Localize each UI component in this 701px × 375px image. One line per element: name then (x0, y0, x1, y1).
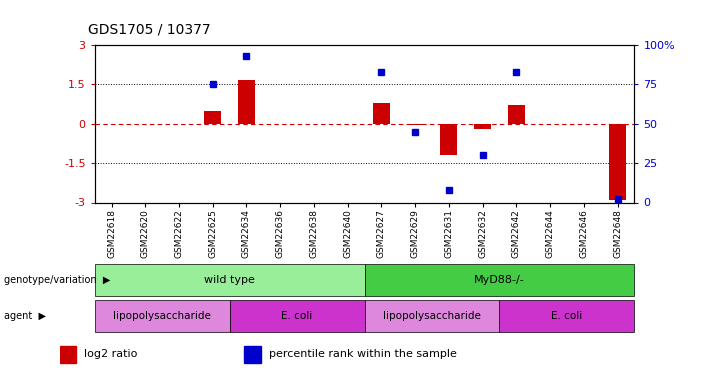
Text: GDS1705 / 10377: GDS1705 / 10377 (88, 22, 210, 36)
Bar (60, 346, 76, 363)
Bar (204, 111, 221, 124)
Bar (499, 300, 634, 332)
Text: log2 ratio: log2 ratio (84, 350, 137, 359)
Text: agent  ▶: agent ▶ (4, 311, 46, 321)
Text: E. coli: E. coli (551, 311, 583, 321)
Bar (245, 346, 261, 363)
Text: genotype/variation  ▶: genotype/variation ▶ (4, 275, 110, 285)
Text: MyD88-/-: MyD88-/- (474, 275, 525, 285)
Bar (609, 124, 626, 200)
Bar (440, 124, 457, 155)
Text: percentile rank within the sample: percentile rank within the sample (269, 350, 457, 359)
Bar (365, 264, 634, 296)
Text: E. coli: E. coli (281, 311, 313, 321)
Bar (474, 124, 491, 129)
Bar (373, 103, 390, 124)
Bar (230, 300, 365, 332)
Bar (238, 81, 255, 124)
Bar (95, 264, 365, 296)
Bar (407, 124, 423, 125)
Text: lipopolysaccharide: lipopolysaccharide (383, 311, 481, 321)
Text: wild type: wild type (204, 275, 255, 285)
Bar (95, 300, 230, 332)
Bar (508, 105, 525, 124)
Text: lipopolysaccharide: lipopolysaccharide (113, 311, 211, 321)
Bar (365, 300, 499, 332)
